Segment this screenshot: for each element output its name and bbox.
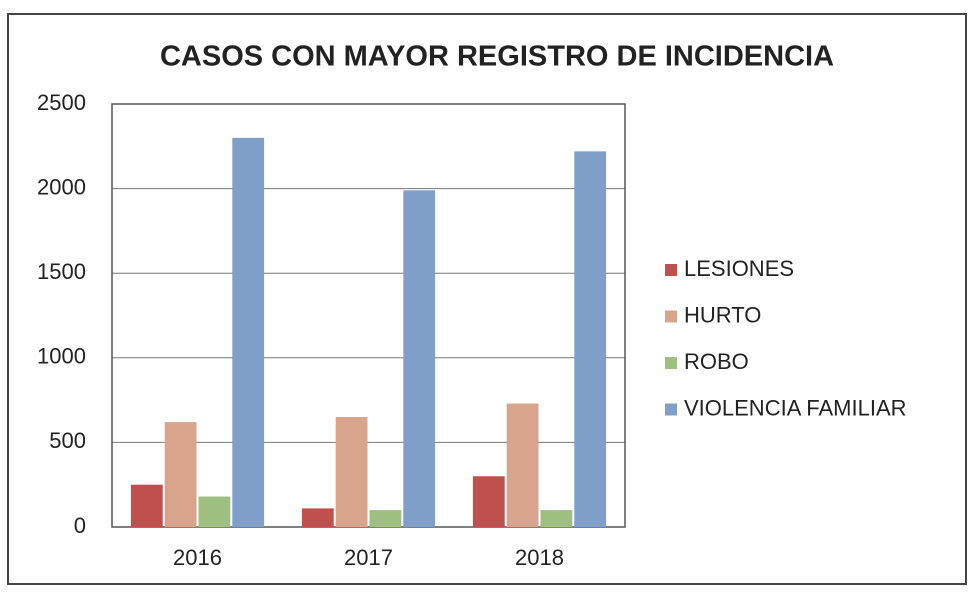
legend-label: VIOLENCIA FAMILIAR [684, 395, 907, 420]
bar [369, 510, 402, 527]
legend-swatch [665, 357, 677, 369]
bar [164, 422, 197, 527]
y-tick-label: 1500 [37, 259, 86, 284]
legend-label: ROBO [684, 349, 749, 374]
legend-swatch [665, 403, 677, 416]
bar [335, 417, 368, 527]
x-tick-label: 2018 [515, 545, 564, 570]
bar [130, 484, 163, 527]
legend-swatch [665, 264, 677, 276]
y-tick-label: 0 [74, 513, 86, 538]
y-tick-label: 2500 [37, 90, 86, 115]
chart-title: CASOS CON MAYOR REGISTRO DE INCIDENCIA [160, 41, 834, 73]
bar [301, 508, 334, 527]
y-tick-label: 2000 [37, 174, 86, 199]
legend-label: HURTO [684, 302, 761, 327]
legend-label: LESIONES [684, 256, 794, 281]
bar [540, 510, 573, 527]
bar [232, 137, 265, 527]
bar [574, 151, 607, 527]
y-tick-label: 500 [49, 428, 86, 453]
bar [198, 496, 231, 527]
bar [403, 190, 436, 528]
bar [506, 403, 539, 527]
legend-swatch [665, 310, 677, 323]
y-tick-label: 1000 [37, 344, 86, 369]
x-tick-label: 2016 [173, 545, 222, 570]
x-tick-label: 2017 [344, 545, 393, 570]
bar [472, 476, 505, 527]
plot-border [111, 103, 626, 528]
